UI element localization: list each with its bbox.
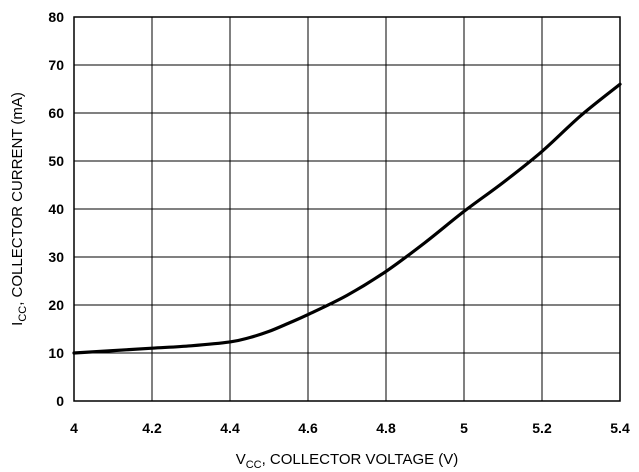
x-tick-label: 4 <box>70 420 78 436</box>
series-line <box>72 82 622 355</box>
x-tick-label: 4.8 <box>376 420 396 436</box>
x-tick-label: 5.4 <box>610 420 630 436</box>
y-tick-label: 20 <box>48 297 64 313</box>
y-tick-label: 80 <box>48 9 64 25</box>
y-tick-label: 60 <box>48 105 64 121</box>
x-tick-label: 4.4 <box>220 420 240 436</box>
y-tick-labels: 0 10 20 30 40 50 60 70 80 <box>48 9 64 409</box>
y-tick-label: 0 <box>56 393 64 409</box>
y-tick-label: 50 <box>48 153 64 169</box>
y-tick-label: 30 <box>48 249 64 265</box>
y-tick-label: 10 <box>48 345 64 361</box>
y-axis-title: ICC, COLLECTOR CURRENT (mA) <box>9 92 29 326</box>
x-tick-label: 4.2 <box>142 420 162 436</box>
y-tick-label: 70 <box>48 57 64 73</box>
grid-lines <box>73 16 621 402</box>
x-tick-label: 5.2 <box>532 420 552 436</box>
x-axis-title: VCC, COLLECTOR VOLTAGE (V) <box>236 451 459 471</box>
x-tick-labels: 4 4.2 4.4 4.6 4.8 5 5.2 5.4 <box>70 420 630 436</box>
y-tick-label: 40 <box>48 201 64 217</box>
x-tick-label: 5 <box>460 420 468 436</box>
x-tick-label: 4.6 <box>298 420 318 436</box>
plot-frame <box>73 16 621 402</box>
